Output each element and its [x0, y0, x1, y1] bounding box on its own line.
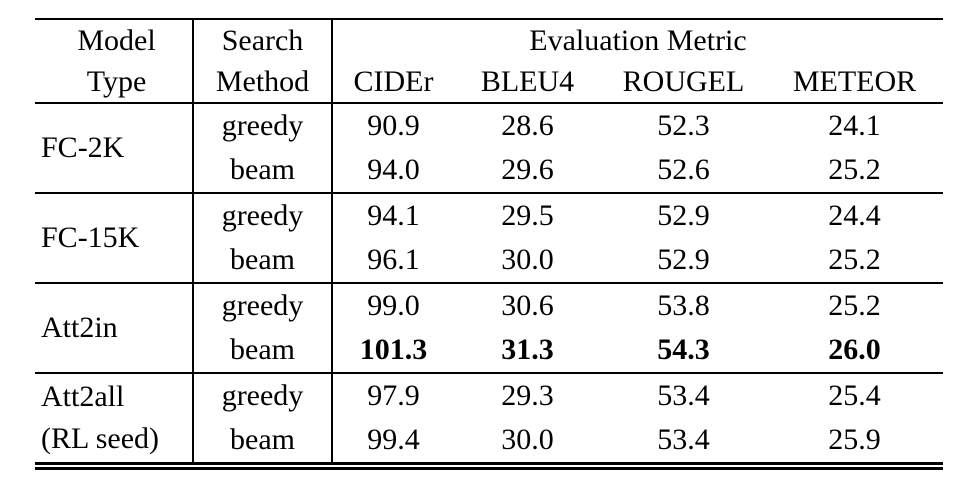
table-row: beam 101.3 31.3 54.3 26.0 — [35, 328, 943, 373]
metric-value-cell: 101.3 — [359, 333, 428, 366]
metric-value-cell: 96.1 — [367, 243, 420, 276]
metric-header-bleu4: BLEU4 — [454, 61, 601, 104]
table-row: FC-15K greedy 94.1 29.5 52.9 24.4 — [35, 192, 943, 283]
metric-header-meteor: METEOR — [766, 61, 943, 104]
metric-value-cell: 25.9 — [828, 423, 881, 456]
model-header-line2: Type — [86, 65, 147, 98]
model-cell: FC-15K — [35, 192, 194, 283]
table-row: beam 94.0 29.6 52.6 25.2 — [35, 148, 943, 193]
model-header-line1: Model — [77, 24, 156, 57]
metric-value-cell: 29.6 — [501, 153, 554, 186]
search-method-cell: greedy — [193, 192, 333, 238]
evaluation-metrics-table: Model Type Search Method Evaluation Metr… — [35, 18, 943, 470]
model-cell: Att2all (RL seed) — [35, 372, 194, 466]
model-name-line2: (RL seed) — [41, 422, 160, 455]
model-name: Att2all — [41, 380, 125, 413]
metric-header-rougel: ROUGEL — [601, 61, 766, 104]
model-name: Att2in — [41, 311, 118, 344]
search-method-cell: beam — [193, 148, 333, 193]
metric-value-cell: 53.8 — [601, 282, 766, 328]
model-name: FC-2K — [41, 131, 125, 164]
table-row: Att2in greedy 99.0 30.6 53.8 25.2 — [35, 282, 943, 373]
metric-value-cell: 90.9 — [367, 109, 420, 142]
metric-value-cell: 29.3 — [454, 372, 601, 418]
model-cell: FC-2K — [35, 103, 194, 193]
metric-header-cider: CIDEr — [332, 61, 454, 104]
metric-value-cell: 30.0 — [501, 243, 554, 276]
search-method-cell: greedy — [193, 372, 333, 418]
metric-value-cell: 24.1 — [828, 109, 881, 142]
metric-value-cell: 30.6 — [454, 282, 601, 328]
metric-value-cell: 31.3 — [501, 333, 554, 366]
metric-value-cell: 29.5 — [454, 192, 601, 238]
search-method-cell: beam — [193, 328, 333, 373]
table-row: FC-2K greedy 90.9 28.6 52.3 24.1 — [35, 103, 943, 193]
metric-value-cell: 28.6 — [501, 109, 554, 142]
metric-value-cell: 99.4 — [367, 423, 420, 456]
metric-value-cell: 52.3 — [657, 109, 710, 142]
table-row: beam 96.1 30.0 52.9 25.2 — [35, 238, 943, 283]
metric-value-cell: 52.9 — [601, 192, 766, 238]
metric-value-cell: 53.4 — [601, 372, 766, 418]
metric-value-cell: 99.0 — [332, 282, 454, 328]
metric-value-cell: 52.9 — [657, 243, 710, 276]
header-row-1: Model Type Search Method Evaluation Metr… — [35, 19, 943, 104]
model-type-header: Model Type — [35, 19, 194, 104]
metric-value-cell: 30.0 — [501, 423, 554, 456]
metric-value-cell: 26.0 — [828, 333, 881, 366]
metric-value-cell: 25.2 — [766, 282, 943, 328]
table-row: Att2all (RL seed) greedy 97.9 29.3 53.4 … — [35, 372, 943, 466]
metric-value-cell: 97.9 — [332, 372, 454, 418]
evaluation-metric-group-header: Evaluation Metric — [529, 23, 747, 57]
metric-value-cell: 94.0 — [367, 153, 420, 186]
table-row: beam 99.4 30.0 53.4 25.9 — [35, 418, 943, 466]
header-row-2: CIDEr BLEU4 ROUGEL METEOR — [35, 61, 943, 104]
metric-value-cell: 25.4 — [766, 372, 943, 418]
search-method-cell: greedy — [193, 103, 333, 148]
method-header-line2: Method — [215, 65, 310, 98]
search-method-cell: greedy — [193, 282, 333, 328]
metric-value-cell: 25.2 — [828, 243, 881, 276]
metric-value-cell: 94.1 — [332, 192, 454, 238]
model-cell: Att2in — [35, 282, 194, 373]
model-name: FC-15K — [41, 221, 140, 254]
metric-value-cell: 52.6 — [657, 153, 710, 186]
search-method-cell: beam — [193, 418, 333, 466]
search-method-header: Search Method — [193, 19, 333, 104]
metric-value-cell: 25.2 — [828, 153, 881, 186]
metric-value-cell: 54.3 — [657, 333, 710, 366]
search-method-cell: beam — [193, 238, 333, 283]
metric-value-cell: 24.4 — [766, 192, 943, 238]
metric-value-cell: 53.4 — [657, 423, 710, 456]
method-header-line1: Search — [221, 24, 304, 57]
